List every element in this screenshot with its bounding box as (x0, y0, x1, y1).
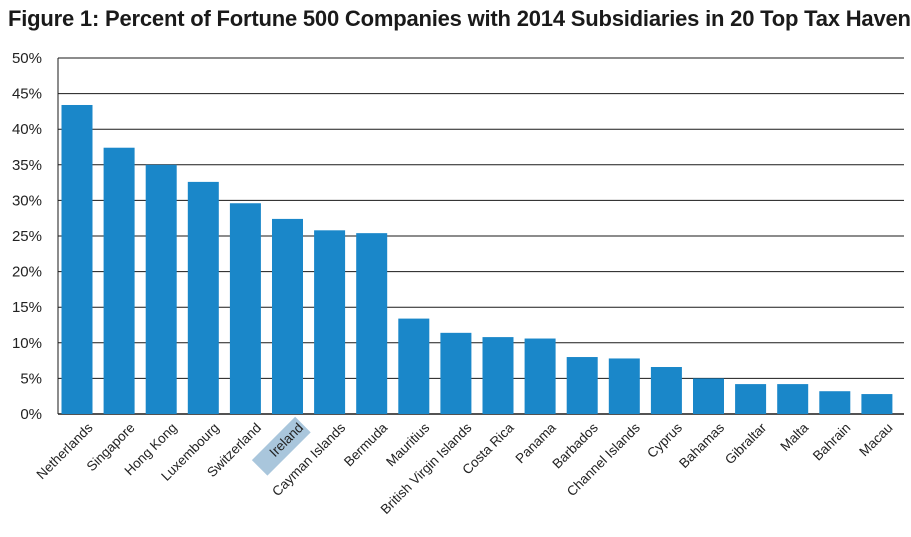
x-tick-label-group: Bermuda (341, 420, 391, 470)
x-tick-label: Channel Islands (564, 420, 643, 499)
bar-cyprus (650, 367, 682, 414)
x-tick-label: Gibraltar (722, 420, 770, 468)
y-tick-label: 0% (20, 406, 42, 423)
y-tick-label: 30% (12, 192, 42, 209)
x-tick-label: Malta (777, 420, 811, 454)
bar-gibraltar (735, 384, 767, 414)
x-tick-label-group: Netherlands (34, 420, 96, 482)
gridlines (57, 57, 904, 415)
bar-singapore (103, 147, 135, 414)
highlight-box (251, 416, 311, 476)
x-tick-label: Netherlands (34, 420, 96, 482)
y-tick-label: 35% (12, 157, 42, 174)
chart-title: Figure 1: Percent of Fortune 500 Compani… (8, 6, 911, 31)
x-tick-label: Macau (856, 420, 895, 459)
y-tick-label: 5% (20, 370, 42, 387)
bar-panama (524, 338, 556, 414)
x-tick-label-group: Gibraltar (722, 420, 770, 468)
bar-bahrain (819, 391, 851, 414)
y-tick-label: 20% (12, 264, 42, 281)
y-tick-label: 45% (12, 86, 42, 103)
x-tick-label: Bahamas (676, 420, 727, 471)
y-tick-label: 25% (12, 228, 42, 245)
bars (61, 104, 893, 414)
bar-mauritius (398, 318, 430, 414)
y-tick-label: 50% (12, 50, 42, 67)
bar-costa-rica (482, 337, 514, 414)
bar-switzerland (229, 203, 261, 414)
bar-macau (861, 394, 893, 414)
bar-british-virgin-islands (440, 332, 472, 414)
y-axis-tick-labels: 0% 5% 10% 15% 20% 25% 30% 35% 40% 45% 50% (12, 50, 42, 423)
x-tick-label-group: Macau (856, 420, 895, 459)
bar-malta (777, 384, 809, 414)
y-tick-label: 15% (12, 299, 42, 316)
y-tick-label: 40% (12, 121, 42, 138)
y-tick-label: 10% (12, 335, 42, 352)
x-tick-label-group: Cyprus (644, 420, 685, 461)
x-tick-label-group: Channel Islands (564, 420, 643, 499)
bar-hong-kong (145, 164, 177, 414)
bar-ireland (272, 218, 303, 414)
bar-luxembourg (187, 181, 219, 414)
bar-cayman-islands (314, 230, 346, 414)
x-tick-label: Cyprus (644, 420, 685, 461)
x-tick-label: Bermuda (341, 420, 391, 470)
bar-bermuda (356, 233, 388, 414)
x-tick-label-group: Bahrain (810, 420, 854, 464)
bar-bahamas (693, 378, 724, 414)
bar-barbados (566, 357, 598, 414)
x-tick-label-group: Malta (777, 420, 811, 454)
bar-channel-islands (608, 358, 640, 414)
bar-netherlands (61, 104, 93, 414)
x-tick-label: Bahrain (810, 420, 854, 464)
x-tick-label-group: Bahamas (676, 420, 727, 471)
